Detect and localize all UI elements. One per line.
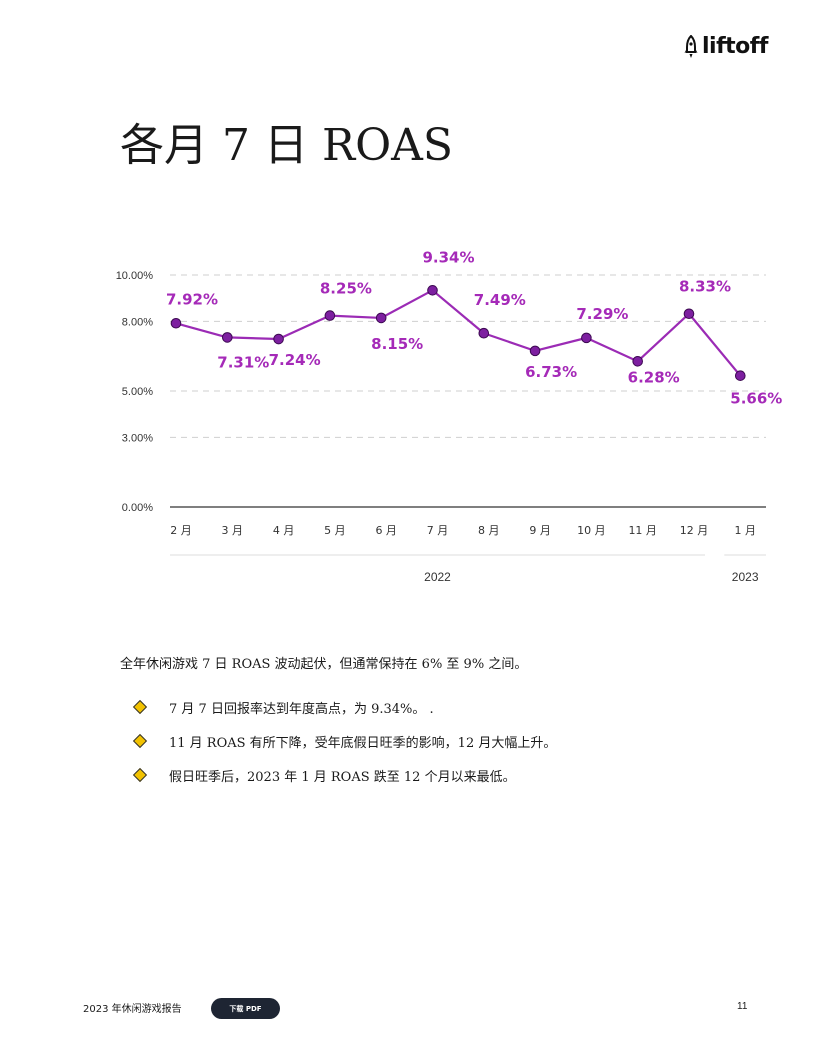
diamond-bullet-icon	[132, 699, 148, 715]
data-point	[581, 332, 592, 344]
rocket-icon	[684, 34, 698, 58]
roas-line-chart: 0.00% 3.00% 5.00% 8.00% 10.00% 2 月 3 月 4 月 5 月 6…	[116, 248, 783, 584]
y-axis-ticks: 0.00% 3.00% 5.00% 8.00% 10.00%	[116, 270, 154, 514]
data-point	[735, 370, 746, 381]
x-tick-label: 1 月	[735, 524, 757, 537]
year-groups: 2022 2023	[170, 554, 766, 584]
summary-text: 全年休闲游戏 7 日 ROAS 波动起伏，但通常保持在 6% 至 9% 之间。	[120, 657, 528, 672]
page-title: 各月 7 日 ROAS	[120, 120, 454, 171]
y-tick-label: 3.00%	[122, 432, 153, 444]
data-point	[222, 332, 233, 343]
chart-grid	[170, 274, 766, 508]
footer-report-title: 2023 年休闲游戏报告	[83, 1004, 182, 1015]
data-label: 5.66%	[730, 390, 782, 408]
series-line-path	[175, 289, 742, 377]
data-point	[529, 345, 541, 357]
data-label: 6.28%	[628, 368, 680, 386]
bullet-item: 7 月 7 日回报率达到年度高点，为 9.34%。 .	[132, 690, 556, 724]
logo-text: liftoff	[702, 34, 768, 59]
x-axis-ticks: 2 月 3 月 4 月 5 月 6 月 7 月 8 月 9 月 10 月 11 月 12 月 1 月	[170, 524, 756, 537]
x-tick-label: 6 月	[375, 524, 397, 537]
data-label: 7.24%	[269, 351, 321, 369]
year-label: 2023	[732, 570, 759, 584]
diamond-bullet-icon	[132, 733, 148, 749]
bullet-text: 7 月 7 日回报率达到年度高点，为 9.34%。 .	[169, 701, 434, 717]
data-point	[478, 327, 490, 339]
liftoff-logo[interactable]: liftoff	[684, 34, 768, 59]
bullet-text: 11 月 ROAS 有所下降，受年底假日旺季的影响，12 月大幅上升。	[169, 735, 557, 751]
data-point	[632, 356, 644, 367]
x-tick-label: 2 月	[170, 524, 192, 537]
data-labels: 7.92% 7.31% 7.24% 8.25% 8.15% 9.34% 7.49% 6.73%…	[166, 248, 782, 407]
data-label: 7.29%	[576, 305, 628, 323]
data-label: 6.73%	[525, 363, 577, 381]
y-tick-label: 5.00%	[122, 386, 153, 398]
data-point	[683, 308, 695, 320]
data-label: 8.25%	[320, 280, 372, 298]
data-point	[427, 285, 438, 296]
bullet-text: 假日旺季后，2023 年 1 月 ROAS 跌至 12 个月以来最低。	[169, 769, 516, 785]
bullet-list: 7 月 7 日回报率达到年度高点，为 9.34%。 . 11 月 ROAS 有所…	[132, 690, 556, 792]
x-tick-label: 7 月	[427, 524, 449, 537]
x-tick-label: 10 月	[577, 524, 606, 537]
bullet-item: 11 月 ROAS 有所下降，受年底假日旺季的影响，12 月大幅上升。	[132, 724, 556, 758]
x-tick-label: 8 月	[478, 524, 500, 537]
year-label: 2022	[424, 570, 451, 584]
bullet-item: 假日旺季后，2023 年 1 月 ROAS 跌至 12 个月以来最低。	[132, 758, 556, 792]
diamond-bullet-icon	[132, 767, 148, 783]
data-label: 8.15%	[371, 335, 423, 353]
data-point	[375, 312, 387, 324]
data-point	[273, 333, 284, 345]
data-point	[324, 310, 336, 321]
data-point	[170, 317, 182, 329]
series-line	[175, 289, 742, 377]
y-tick-label: 10.00%	[116, 270, 154, 282]
y-tick-label: 8.00%	[122, 316, 153, 328]
data-label: 7.31%	[217, 353, 269, 371]
x-tick-label: 11 月	[628, 524, 657, 537]
x-tick-label: 3 月	[222, 524, 244, 537]
x-tick-label: 12 月	[680, 524, 709, 537]
data-label: 9.34%	[422, 248, 474, 266]
x-tick-label: 4 月	[273, 524, 295, 537]
data-label: 7.49%	[474, 291, 526, 309]
series-points	[170, 285, 746, 381]
page-number: 11	[737, 1001, 748, 1012]
x-tick-label: 9 月	[529, 524, 551, 537]
download-pdf-button[interactable]: 下载 PDF	[211, 998, 280, 1019]
x-tick-label: 5 月	[324, 524, 346, 537]
data-label: 7.92%	[166, 290, 218, 308]
y-tick-label: 0.00%	[122, 502, 153, 514]
data-label: 8.33%	[679, 278, 731, 296]
